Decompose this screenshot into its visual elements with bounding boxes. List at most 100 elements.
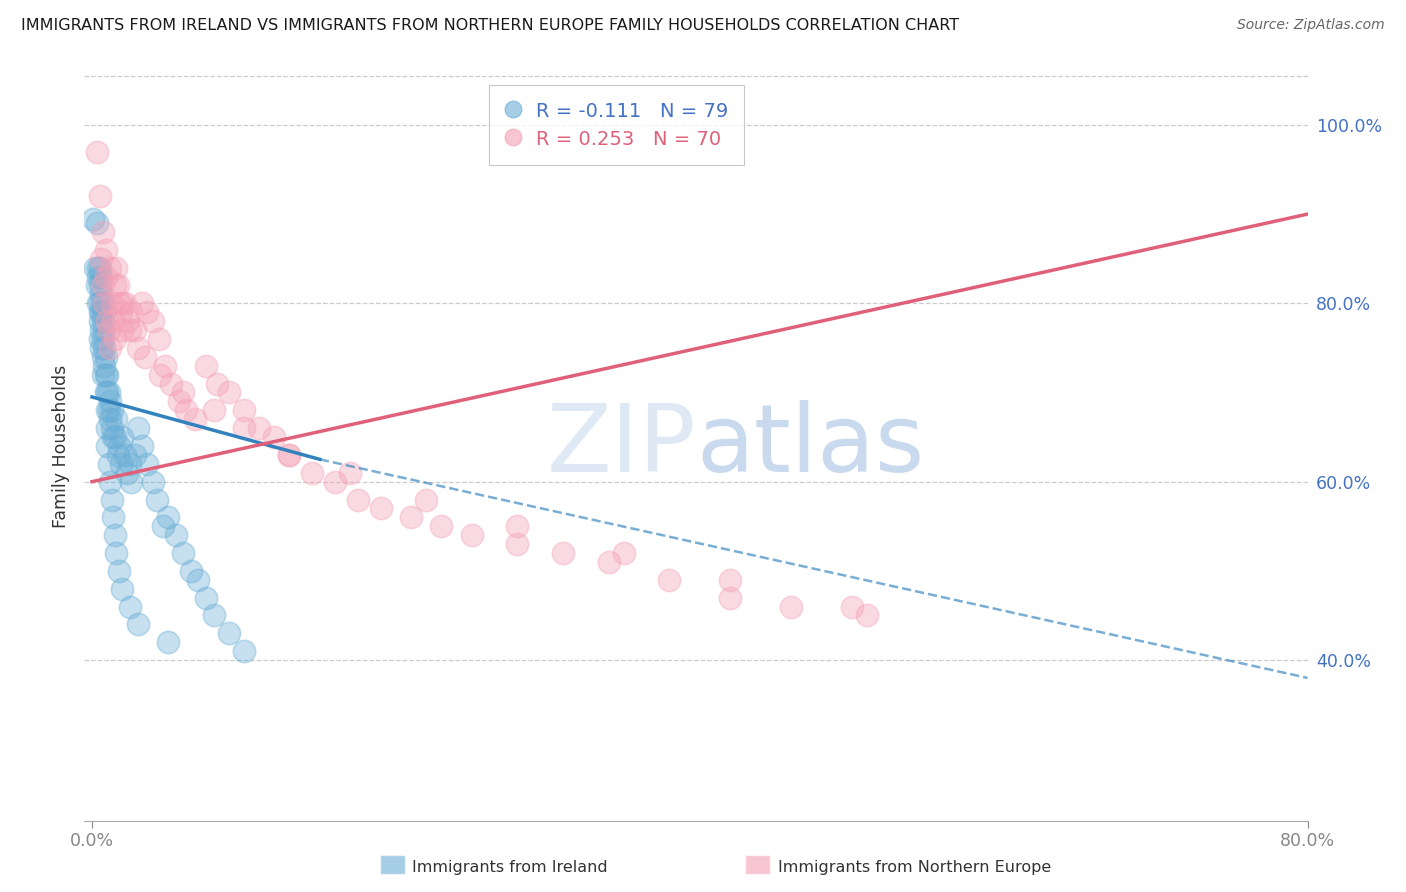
Point bbox=[142, 314, 165, 328]
Point bbox=[94, 269, 117, 284]
Point bbox=[135, 305, 157, 319]
Point bbox=[98, 412, 121, 426]
Point bbox=[90, 305, 112, 319]
Point bbox=[718, 591, 741, 605]
Point bbox=[551, 546, 574, 560]
Point bbox=[232, 644, 254, 658]
Point bbox=[107, 278, 129, 293]
Point bbox=[156, 510, 179, 524]
Point bbox=[90, 287, 112, 301]
Point bbox=[506, 519, 529, 533]
Point bbox=[90, 269, 112, 284]
Point bbox=[111, 323, 134, 337]
Point bbox=[89, 332, 111, 346]
Point bbox=[124, 323, 146, 337]
Point bbox=[180, 564, 202, 578]
Point bbox=[91, 296, 114, 310]
Point bbox=[127, 421, 149, 435]
Point bbox=[90, 341, 112, 355]
Point bbox=[98, 475, 121, 489]
Point bbox=[86, 216, 108, 230]
Point bbox=[194, 359, 217, 373]
Point bbox=[87, 260, 110, 275]
Point bbox=[124, 448, 146, 462]
Point bbox=[218, 626, 240, 640]
Point bbox=[718, 573, 741, 587]
Point bbox=[89, 296, 111, 310]
Legend: R = -0.111   N = 79, R = 0.253   N = 70: R = -0.111 N = 79, R = 0.253 N = 70 bbox=[489, 85, 744, 165]
Point bbox=[93, 359, 115, 373]
Point bbox=[121, 305, 143, 319]
Point bbox=[96, 403, 118, 417]
Point bbox=[347, 492, 370, 507]
Point bbox=[93, 305, 115, 319]
Point bbox=[430, 519, 453, 533]
Point bbox=[146, 492, 169, 507]
Point bbox=[91, 225, 114, 239]
Point bbox=[96, 385, 118, 400]
Point bbox=[202, 608, 225, 623]
Point bbox=[98, 341, 121, 355]
Point bbox=[110, 457, 132, 471]
Point bbox=[115, 466, 138, 480]
Point bbox=[506, 537, 529, 551]
Point bbox=[100, 296, 122, 310]
Point bbox=[94, 368, 117, 382]
Point bbox=[114, 296, 136, 310]
Point bbox=[111, 430, 134, 444]
Point bbox=[339, 466, 361, 480]
Point bbox=[301, 466, 323, 480]
Point bbox=[148, 332, 170, 346]
Point bbox=[108, 564, 131, 578]
Point bbox=[278, 448, 301, 462]
Point bbox=[153, 359, 176, 373]
Point bbox=[134, 350, 156, 364]
Point bbox=[184, 412, 207, 426]
Point bbox=[100, 421, 122, 435]
Point bbox=[247, 421, 270, 435]
Point bbox=[89, 260, 111, 275]
Y-axis label: Family Households: Family Households bbox=[52, 364, 70, 528]
Point bbox=[105, 412, 128, 426]
Point bbox=[91, 350, 114, 364]
Point bbox=[103, 510, 125, 524]
Point bbox=[167, 394, 190, 409]
Point bbox=[87, 269, 110, 284]
Point bbox=[108, 296, 131, 310]
Text: Source: ZipAtlas.com: Source: ZipAtlas.com bbox=[1237, 18, 1385, 32]
Point bbox=[97, 385, 120, 400]
Text: ZIP: ZIP bbox=[547, 400, 696, 492]
Point bbox=[174, 403, 197, 417]
Point bbox=[111, 296, 134, 310]
Point bbox=[127, 617, 149, 632]
Point bbox=[187, 573, 209, 587]
Point bbox=[152, 519, 174, 533]
Point bbox=[104, 430, 127, 444]
Point bbox=[108, 439, 131, 453]
Text: atlas: atlas bbox=[696, 400, 924, 492]
Point bbox=[94, 350, 117, 364]
Point bbox=[598, 555, 620, 569]
Point bbox=[91, 332, 114, 346]
Point bbox=[142, 475, 165, 489]
Point bbox=[121, 475, 143, 489]
Text: Immigrants from Northern Europe: Immigrants from Northern Europe bbox=[778, 860, 1050, 874]
Point bbox=[232, 421, 254, 435]
Point bbox=[232, 403, 254, 417]
Point bbox=[84, 260, 107, 275]
Point bbox=[110, 305, 132, 319]
Point bbox=[218, 385, 240, 400]
Point bbox=[263, 430, 285, 444]
Point bbox=[118, 323, 141, 337]
Point bbox=[86, 145, 108, 159]
Point bbox=[82, 211, 104, 226]
Point bbox=[94, 385, 117, 400]
Point bbox=[165, 528, 187, 542]
Point bbox=[114, 448, 136, 462]
Point bbox=[172, 546, 194, 560]
Point bbox=[131, 439, 153, 453]
Point bbox=[93, 323, 115, 337]
Point bbox=[205, 376, 228, 391]
Point bbox=[613, 546, 636, 560]
Point bbox=[100, 403, 122, 417]
